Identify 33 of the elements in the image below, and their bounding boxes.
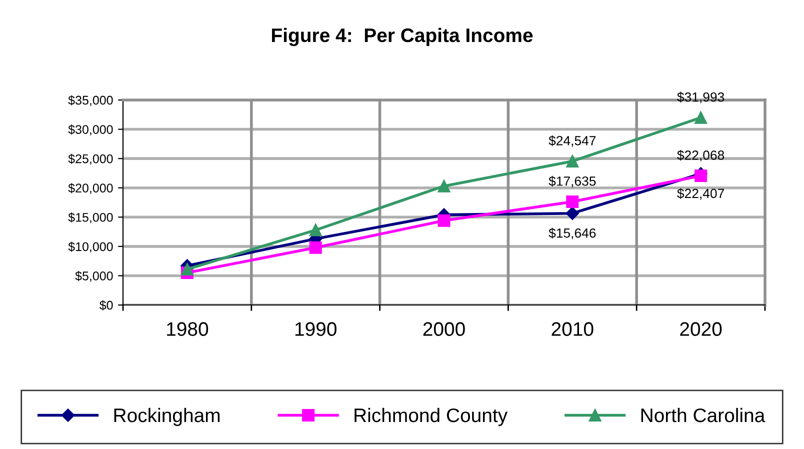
- y-tick-label: $35,000: [68, 95, 113, 106]
- chart-title: Figure 4: Per Capita Income: [272, 28, 533, 46]
- legend-label: Rockingham: [114, 408, 220, 426]
- point: [438, 214, 450, 227]
- point: [694, 169, 708, 182]
- point: [566, 206, 579, 220]
- x-tick-label: 1980: [167, 322, 208, 336]
- x-tick-label: 1990: [295, 322, 336, 336]
- y-tick-label: $20,000: [68, 183, 113, 194]
- y-tick-label: $25,000: [68, 154, 113, 165]
- y-tick-label: $30,000: [68, 124, 113, 136]
- data-label: $15,646: [548, 228, 596, 240]
- y-tick-label: $5,000: [75, 270, 113, 282]
- data-label: $17,635: [548, 176, 596, 188]
- point: [180, 263, 194, 276]
- data-label: $31,993: [677, 92, 724, 104]
- y-tick-label: $15,000: [68, 212, 113, 224]
- x-tick-label: 2010: [552, 322, 594, 336]
- x-tick-label: 2020: [680, 322, 722, 336]
- point: [694, 111, 708, 124]
- legend-label: North Carolina: [641, 408, 766, 422]
- legend-label: Richmond County: [354, 408, 508, 426]
- data-label: $22,407: [677, 188, 724, 200]
- data-label: $24,547: [548, 135, 596, 147]
- point: [566, 195, 579, 208]
- data-label: $22,068: [677, 150, 724, 162]
- point: [309, 241, 322, 254]
- y-tick-label: $10,000: [68, 242, 113, 253]
- point: [438, 180, 450, 192]
- y-tick-label: $0: [100, 300, 113, 310]
- point: [566, 154, 579, 168]
- point: [309, 224, 322, 236]
- x-tick-label: 2000: [423, 322, 465, 336]
